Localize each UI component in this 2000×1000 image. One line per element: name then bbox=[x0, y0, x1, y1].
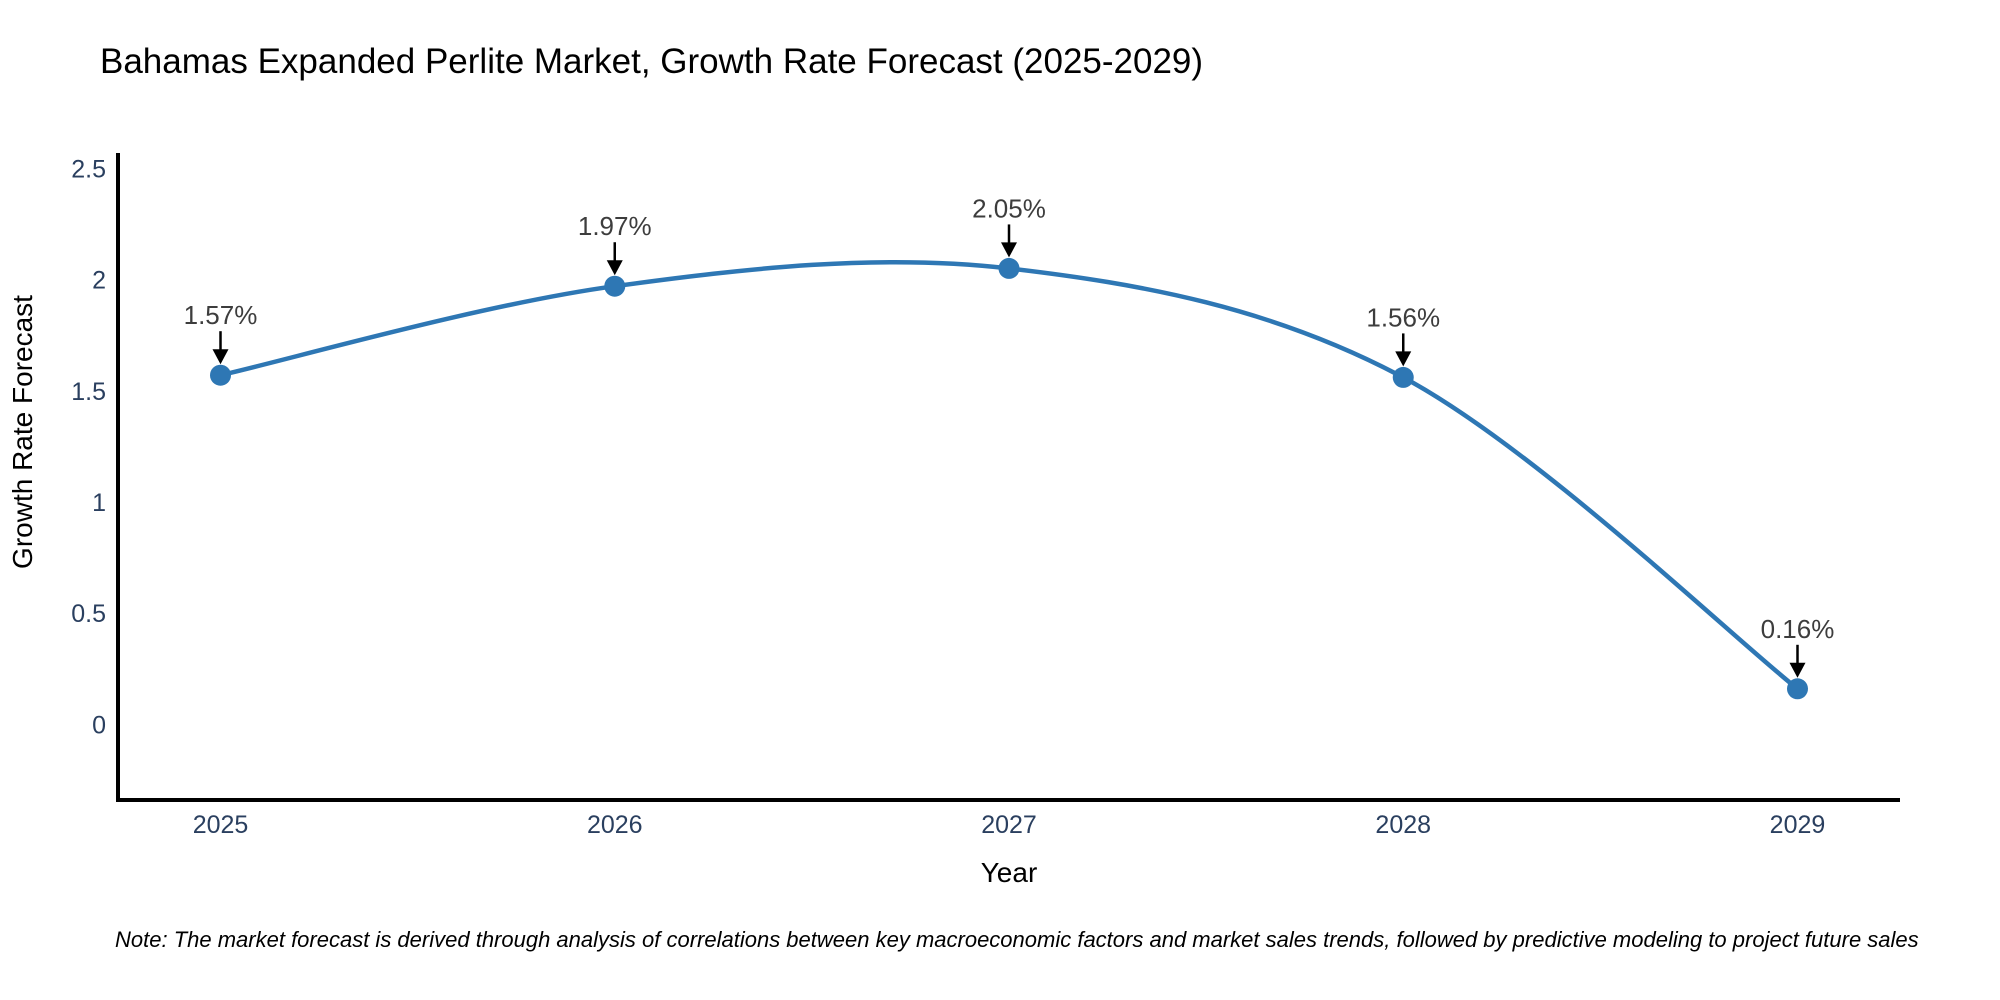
data-point-marker bbox=[210, 364, 232, 386]
x-tick-label: 2029 bbox=[1770, 811, 1826, 839]
point-value-label: 0.16% bbox=[1761, 614, 1835, 644]
tick-labels: 0 0.5 1 1.5 2 2.5 2025 2026 2027 2028 2029 bbox=[71, 155, 1825, 839]
x-tick-label: 2028 bbox=[1375, 811, 1431, 839]
point-value-label: 1.57% bbox=[184, 300, 258, 330]
data-point-marker bbox=[1786, 678, 1808, 700]
y-tick-label: 0 bbox=[92, 711, 106, 739]
x-tick-label: 2027 bbox=[981, 811, 1037, 839]
y-tick-label: 2.5 bbox=[71, 155, 106, 183]
data-point-marker bbox=[604, 275, 626, 297]
x-tick-label: 2026 bbox=[587, 811, 643, 839]
y-tick-label: 0.5 bbox=[71, 600, 106, 628]
footnote: Note: The market forecast is derived thr… bbox=[115, 927, 1919, 952]
y-tick-label: 2 bbox=[92, 267, 106, 295]
data-point-marker bbox=[998, 257, 1020, 279]
annotation-arrow-head bbox=[1395, 351, 1412, 367]
x-tick-label: 2025 bbox=[193, 811, 249, 839]
data-point-markers bbox=[210, 257, 1808, 700]
annotation-arrow-head bbox=[212, 349, 229, 365]
series-line-layer bbox=[220, 259, 1799, 691]
annotation-arrow-head bbox=[1001, 242, 1017, 258]
annotation-arrow-head bbox=[606, 260, 623, 276]
point-value-label: 1.56% bbox=[1366, 302, 1440, 332]
axes bbox=[116, 153, 1900, 802]
point-value-label: 2.05% bbox=[972, 193, 1046, 223]
x-axis-title: Year bbox=[981, 857, 1038, 888]
point-value-label: 1.97% bbox=[578, 211, 652, 241]
data-point-marker bbox=[1392, 366, 1414, 388]
y-axis-title: Growth Rate Forecast bbox=[7, 295, 38, 569]
y-tick-label: 1 bbox=[92, 489, 106, 517]
y-tick-label: 1.5 bbox=[71, 378, 106, 406]
annotation-arrow-head bbox=[1789, 662, 1806, 678]
chart-title: Bahamas Expanded Perlite Market, Growth … bbox=[100, 42, 1203, 81]
series-line bbox=[220, 259, 1799, 691]
point-annotations: 1.57% 1.97% 2.05% 1.56% 0.16% bbox=[184, 193, 1835, 678]
